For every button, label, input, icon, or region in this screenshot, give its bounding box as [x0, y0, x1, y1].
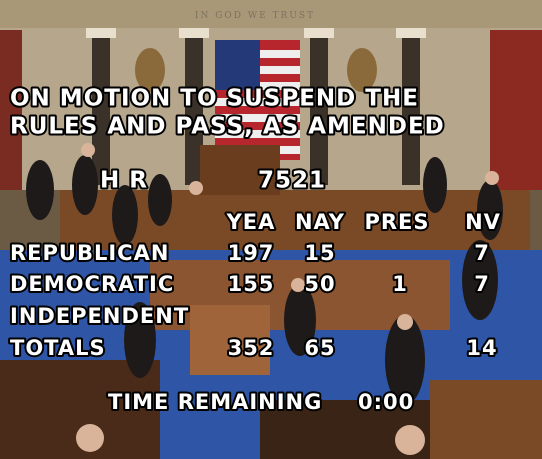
- yea-count: 197: [228, 241, 275, 265]
- bill-label: H R: [100, 168, 148, 194]
- nv-count: 7: [474, 272, 490, 296]
- nv-count: 14: [466, 336, 497, 360]
- drape: [490, 30, 542, 190]
- pres-count: 1: [392, 272, 408, 296]
- party: TOTALS: [10, 336, 106, 360]
- motion-line: RULES AND PASS, AS AMENDED: [10, 114, 445, 140]
- nv-count: 7: [474, 241, 490, 265]
- nay-count: 15: [304, 241, 335, 265]
- motion-line: ON MOTION TO SUSPEND THE: [10, 86, 419, 112]
- nay-count: 65: [304, 336, 335, 360]
- motto: IN GOD WE TRUST: [195, 11, 315, 21]
- column-header: NV: [465, 210, 501, 234]
- yea-count: 155: [228, 272, 275, 296]
- nay-count: 50: [304, 272, 335, 296]
- column-header: YEA: [226, 210, 276, 234]
- yea-count: 352: [228, 336, 275, 360]
- party: DEMOCRATIC: [10, 272, 174, 296]
- column-header: PRES: [364, 210, 429, 234]
- party: INDEPENDENT: [10, 304, 189, 328]
- time-label: TIME REMAINING: [108, 390, 322, 414]
- bill-number: 7521: [258, 168, 326, 194]
- member-desk: [430, 380, 542, 459]
- page: {"motto": "IN GOD WE TRUST", "motion": […: [0, 0, 542, 459]
- time-value: 0:00: [358, 390, 414, 414]
- screenshot: IN GOD WE TRUST: [0, 0, 542, 459]
- column-header: NAY: [295, 210, 345, 234]
- party: REPUBLICAN: [10, 241, 169, 265]
